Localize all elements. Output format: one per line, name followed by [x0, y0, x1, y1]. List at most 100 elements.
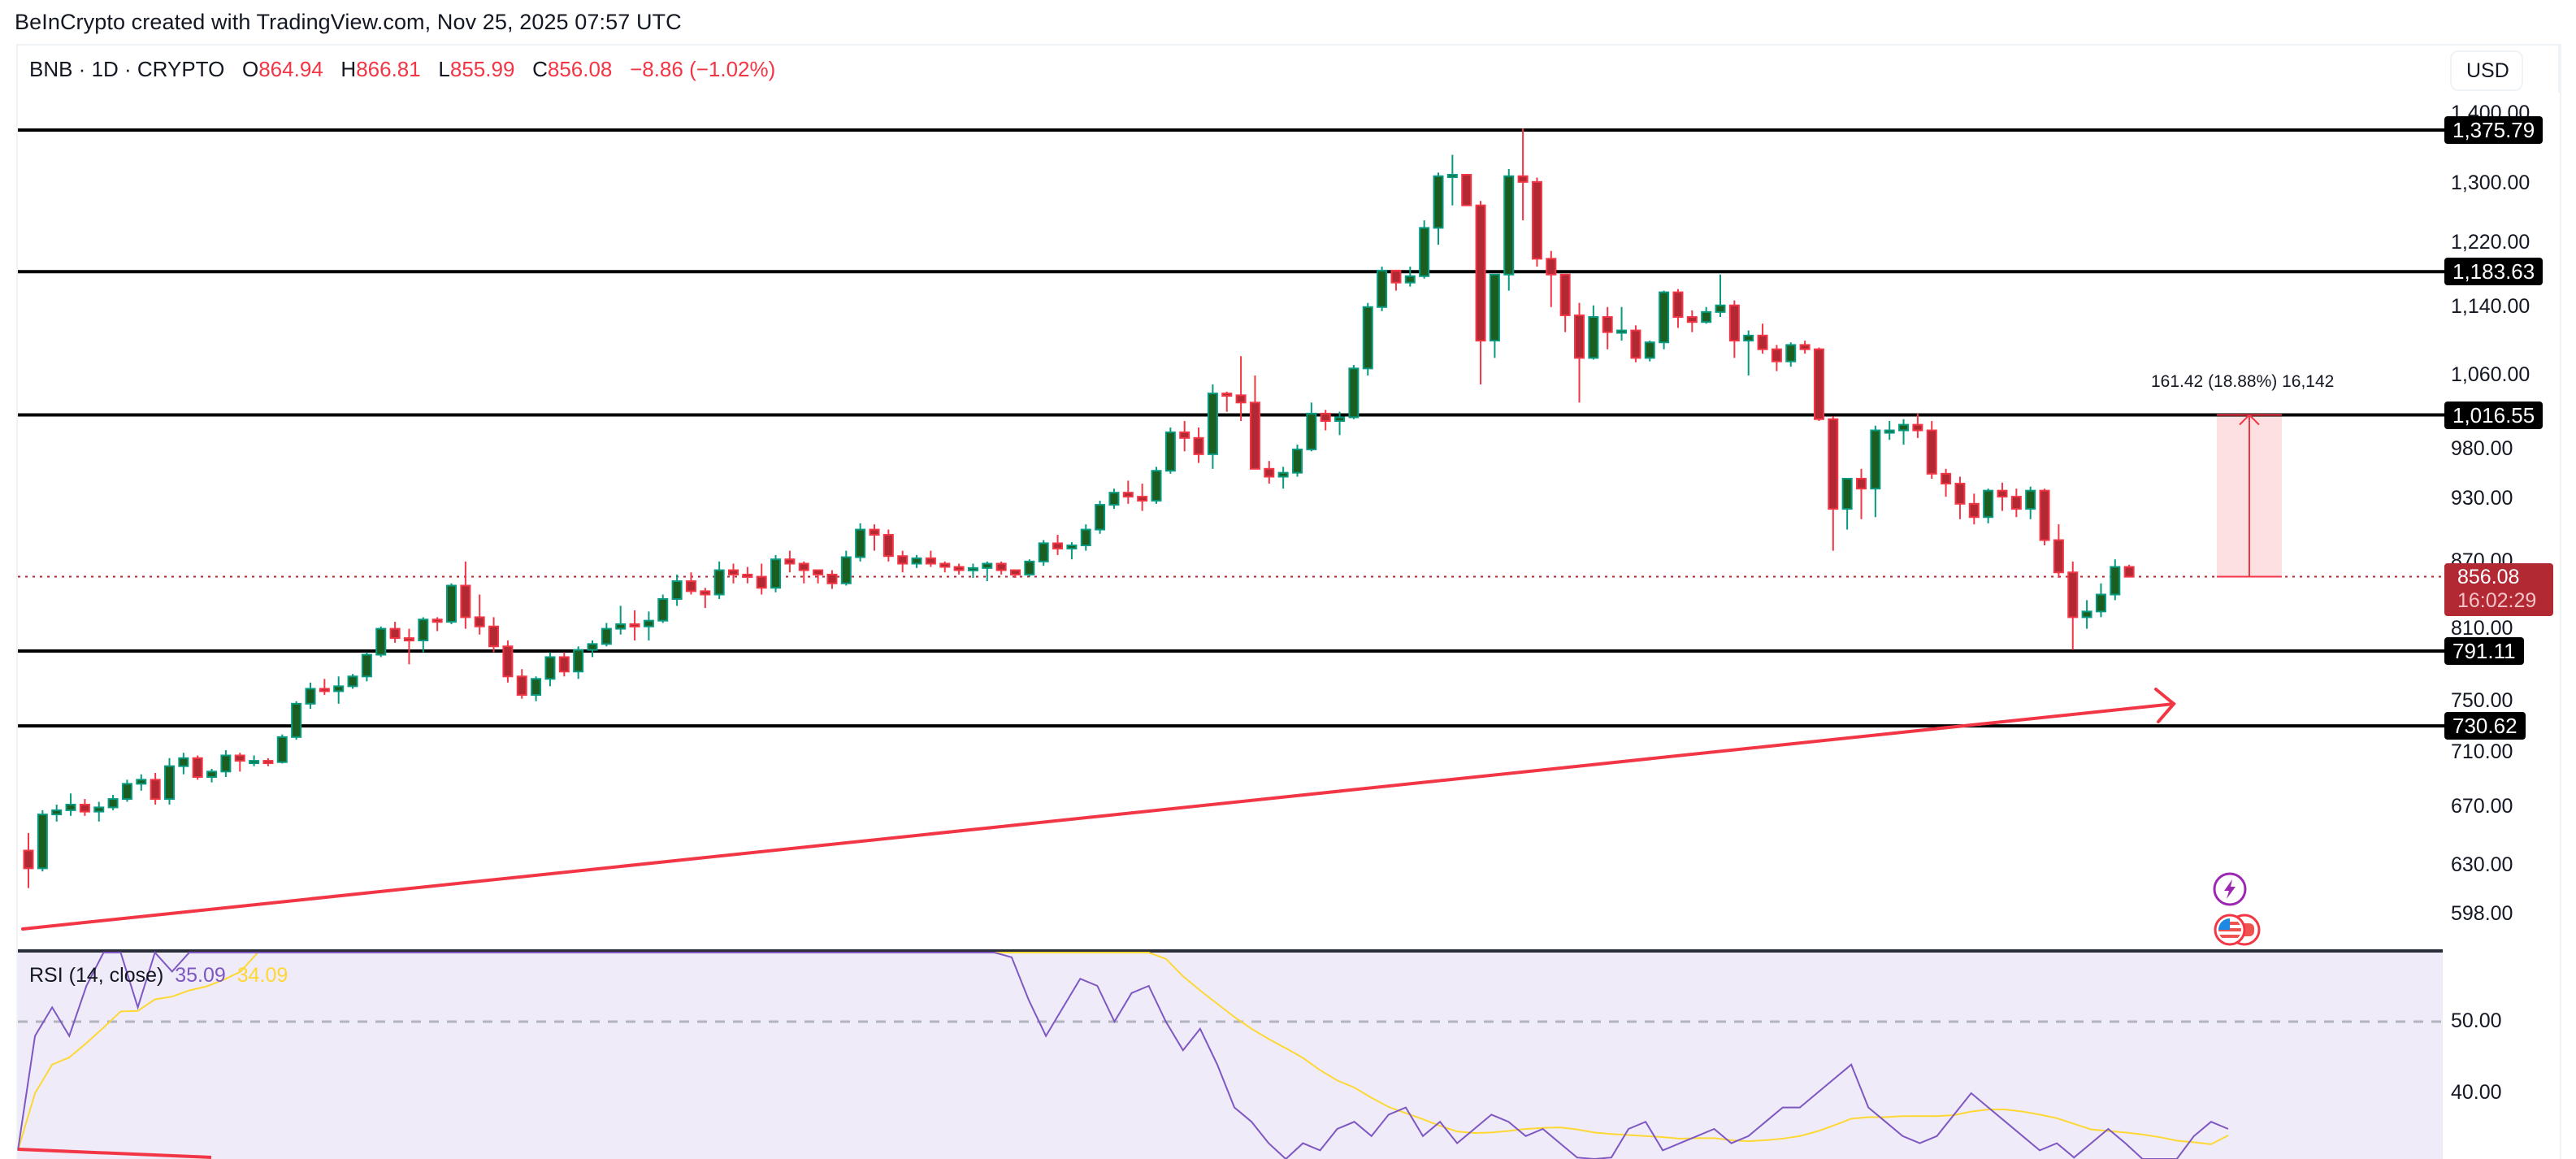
candle[interactable] [1574, 314, 1585, 359]
candle[interactable] [1193, 436, 1204, 455]
candle[interactable] [51, 809, 63, 816]
candle[interactable] [305, 688, 316, 705]
candle[interactable] [1461, 173, 1472, 206]
candle[interactable] [1997, 489, 2008, 498]
candle[interactable] [1277, 471, 1289, 478]
candle[interactable] [1559, 273, 1571, 316]
candle[interactable] [1912, 423, 1923, 432]
candle[interactable] [1137, 496, 1148, 502]
candle[interactable] [1080, 528, 1091, 547]
candle[interactable] [784, 558, 796, 565]
candle[interactable] [1348, 367, 1360, 419]
candle[interactable] [700, 590, 711, 596]
candle[interactable] [1334, 416, 1346, 423]
candle[interactable] [1659, 291, 1670, 344]
candle[interactable] [798, 562, 809, 571]
candle[interactable] [460, 584, 471, 619]
candle[interactable] [1743, 334, 1754, 342]
candle[interactable] [1771, 348, 1782, 362]
candle[interactable] [558, 656, 570, 673]
candle[interactable] [1983, 489, 1994, 519]
candle[interactable] [1531, 180, 1542, 260]
candle[interactable] [1179, 431, 1190, 439]
candle[interactable] [79, 803, 90, 813]
candle[interactable] [121, 783, 132, 801]
candle[interactable] [333, 685, 345, 692]
candle[interactable] [403, 637, 414, 642]
candle[interactable] [1799, 344, 1811, 350]
candle[interactable] [234, 754, 245, 762]
candle[interactable] [1419, 227, 1430, 277]
candle[interactable] [601, 627, 612, 645]
candle[interactable] [911, 557, 922, 565]
candle[interactable] [939, 562, 951, 568]
candle[interactable] [587, 643, 598, 651]
candle[interactable] [220, 754, 232, 773]
candle[interactable] [93, 806, 105, 813]
candle[interactable] [544, 656, 556, 680]
rsi-title[interactable]: RSI (14, close) [29, 964, 164, 987]
candle[interactable] [488, 625, 500, 648]
candle[interactable] [1404, 275, 1416, 284]
candle[interactable] [1108, 492, 1120, 506]
candle[interactable] [883, 534, 894, 558]
candle[interactable] [2110, 566, 2121, 596]
candle[interactable] [249, 760, 260, 765]
candle[interactable] [1898, 423, 1910, 432]
candle[interactable] [262, 760, 274, 765]
candle[interactable] [1503, 175, 1515, 276]
candle[interactable] [925, 557, 936, 565]
candle[interactable] [276, 736, 288, 763]
candle[interactable] [389, 627, 401, 640]
uptrend-arrow-line[interactable] [21, 702, 2175, 931]
candle[interactable] [1249, 402, 1260, 470]
candle[interactable] [192, 757, 203, 778]
candle[interactable] [967, 566, 978, 571]
candle[interactable] [573, 649, 584, 673]
candle[interactable] [1066, 545, 1078, 549]
candle[interactable] [150, 779, 161, 801]
candle[interactable] [1446, 173, 1458, 178]
candle[interactable] [347, 675, 358, 688]
candle[interactable] [319, 688, 330, 692]
candle[interactable] [1377, 269, 1388, 308]
candle[interactable] [418, 619, 429, 641]
candle[interactable] [1264, 467, 1275, 478]
candle[interactable] [1954, 483, 1966, 505]
candle[interactable] [1715, 304, 1726, 313]
candle[interactable] [1757, 334, 1768, 350]
candle[interactable] [615, 623, 627, 630]
candle[interactable] [1151, 470, 1162, 502]
candle[interactable] [1362, 306, 1373, 370]
candle[interactable] [728, 569, 739, 575]
candle[interactable] [2067, 571, 2079, 619]
candle[interactable] [1489, 273, 1500, 342]
candle[interactable] [2010, 496, 2022, 510]
candle[interactable] [474, 616, 485, 627]
candle[interactable] [671, 580, 683, 601]
candle[interactable] [1546, 258, 1557, 276]
candle[interactable] [23, 849, 34, 870]
candle[interactable] [136, 779, 147, 785]
candle[interactable] [1038, 542, 1049, 562]
candle[interactable] [2081, 610, 2092, 619]
candle[interactable] [1433, 175, 1444, 229]
lightning-event-icon[interactable] [2212, 871, 2248, 911]
candle[interactable] [206, 770, 218, 778]
candle[interactable] [1095, 504, 1106, 531]
candle[interactable] [446, 584, 457, 623]
candle[interactable] [531, 678, 542, 697]
candle[interactable] [1292, 448, 1303, 474]
candle[interactable] [982, 562, 993, 569]
candle[interactable] [826, 573, 838, 584]
candle[interactable] [869, 528, 880, 536]
candle[interactable] [840, 556, 852, 584]
candle[interactable] [1052, 542, 1064, 549]
candle[interactable] [1616, 329, 1628, 334]
candle[interactable] [855, 528, 866, 558]
candle[interactable] [657, 598, 669, 622]
symbol-label[interactable]: BNB · 1D · CRYPTO [29, 57, 225, 81]
candle[interactable] [1968, 502, 1980, 519]
candle[interactable] [1686, 316, 1698, 323]
